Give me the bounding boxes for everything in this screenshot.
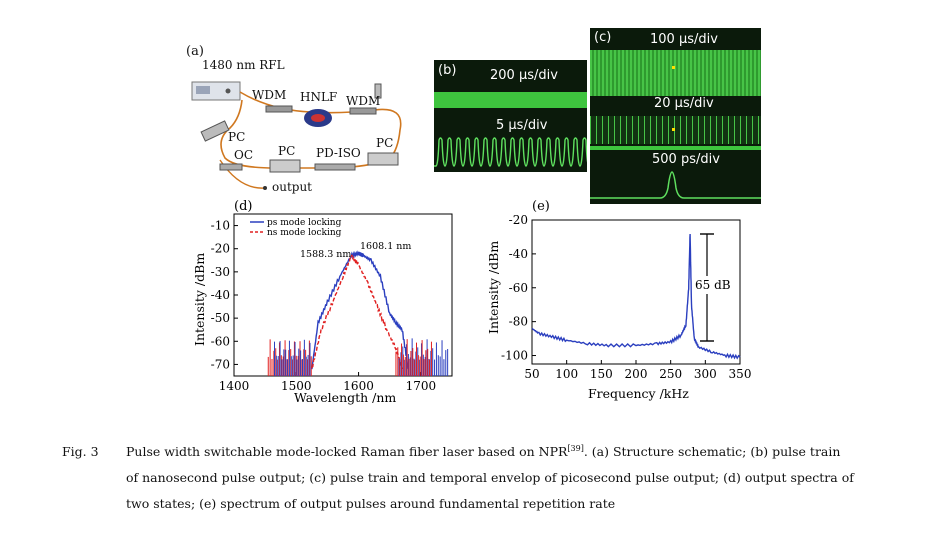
- panel-c-scale-bottom: 500 ps/div: [652, 152, 720, 167]
- annotation-1608: 1608.1 nm: [360, 241, 411, 252]
- chart-d: (d) Intensity /dBm Wavelength /nm ps mod…: [192, 199, 453, 405]
- wdm-right-icon: [349, 107, 377, 115]
- marker-dot-top: [672, 66, 675, 69]
- panel-a: (a) 1480 nm RFL WDM HNLF WDM PC OC PC PD…: [180, 40, 430, 200]
- y-tick-label: -10: [211, 219, 230, 233]
- caption-text-1b: . (a) Structure schematic; (b) pulse tra…: [583, 444, 841, 460]
- y-tick-label: -20: [509, 213, 528, 227]
- single-pulse-line: [590, 171, 761, 199]
- y-tick-label: -30: [211, 265, 230, 279]
- series-line-1: [311, 254, 403, 370]
- envelope-band-mid: [590, 116, 761, 144]
- chart-e-ylabel: Intensity /dBm: [486, 241, 501, 334]
- panel-c-letter: (c): [594, 30, 612, 45]
- pd-iso-label: PD-ISO: [316, 146, 361, 160]
- chart-d-ylabel: Intensity /dBm: [192, 253, 207, 346]
- x-tick-label: 150: [590, 367, 613, 381]
- caption-line-2: of nanosecond pulse output; (c) pulse tr…: [126, 470, 854, 486]
- figure-caption: Fig. 3 Pulse width switchable mode-locked…: [62, 436, 902, 517]
- panel-b-letter: (b): [438, 63, 457, 78]
- x-tick-label: 1500: [281, 379, 312, 393]
- chart-d-xlabel: Wavelength /nm: [294, 390, 396, 405]
- wdm-left-label: WDM: [252, 88, 287, 102]
- output-label: output: [272, 180, 313, 194]
- x-tick-label: 300: [694, 367, 717, 381]
- y-tick-label: -20: [211, 242, 230, 256]
- wdm-right-label: WDM: [346, 94, 381, 108]
- x-tick-label: 1700: [406, 379, 437, 393]
- pulse-waveform: [434, 137, 587, 167]
- series-line-0: [531, 233, 741, 360]
- caption-line-1: Fig. 3 Pulse width switchable mode-locked…: [62, 436, 902, 465]
- y-tick-label: -100: [501, 349, 528, 363]
- panel-b-scale-top: 200 µs/div: [490, 68, 558, 83]
- pc-left-label: PC: [228, 130, 246, 144]
- y-tick-label: -70: [211, 357, 230, 371]
- panel-c-scale-mid: 20 µs/div: [654, 96, 714, 111]
- pc-right-icon: [367, 152, 399, 166]
- x-tick-label: 1600: [343, 379, 374, 393]
- chart-e-letter: (e): [532, 199, 550, 214]
- y-tick-label: -40: [211, 288, 230, 302]
- legend-ps: ps mode locking: [267, 218, 342, 228]
- chart-e-xlabel: Frequency /kHz: [588, 386, 689, 401]
- pc-left-icon: [200, 120, 230, 142]
- y-tick-label: -40: [509, 247, 528, 261]
- marker-dot-mid: [672, 128, 675, 131]
- panel-a-letter: (a): [186, 44, 204, 59]
- envelope-band-top: [590, 50, 761, 96]
- hnlf-label: HNLF: [300, 90, 338, 104]
- wdm-left-icon: [265, 105, 293, 113]
- caption-line-3: two states; (e) spectrum of output pulse…: [126, 496, 616, 512]
- chart-d-letter: (d): [234, 199, 252, 214]
- pulse-waveform-line: [434, 137, 587, 167]
- panel-b-scale-bottom: 5 µs/div: [496, 118, 548, 133]
- y-tick-label: -80: [509, 315, 528, 329]
- fig-label: Fig. 3: [62, 444, 99, 460]
- panel-c: (c) 100 µs/div 20 µs/div 500 ps/div: [590, 28, 761, 204]
- oc-icon: [219, 163, 243, 171]
- x-tick-label: 1400: [219, 379, 250, 393]
- panel-b: (b) 200 µs/div 5 µs/div: [434, 60, 587, 172]
- y-tick-label: -60: [509, 281, 528, 295]
- x-tick-label: 100: [555, 367, 578, 381]
- legend-ns: ns mode locking: [267, 228, 342, 238]
- hnlf-coil-icon: [304, 109, 332, 127]
- chart-e: (e) Intensity /dBm Frequency /kHz 50 100 1…: [486, 199, 752, 401]
- x-tick-label: 50: [524, 367, 539, 381]
- annotation-65db: 65 dB: [695, 278, 731, 292]
- rfl-device-icon: [191, 81, 241, 101]
- panel-c-scale-top: 100 µs/div: [650, 32, 718, 47]
- y-tick-label: -50: [211, 311, 230, 325]
- caption-text-1: Pulse width switchable mode-locked Raman…: [126, 444, 568, 460]
- laser-probe-icon: [374, 83, 382, 99]
- caption-ref: [39]: [567, 444, 584, 453]
- pc-right-label: PC: [376, 136, 394, 150]
- schematic-drawing: [191, 81, 402, 190]
- series-line-0: [311, 250, 410, 370]
- single-pulse: [590, 171, 761, 199]
- x-tick-label: 250: [659, 367, 682, 381]
- pulse-train-band: [434, 92, 587, 108]
- y-tick-label: -60: [211, 334, 230, 348]
- annotation-1588: 1588.3 nm: [300, 249, 351, 260]
- x-tick-label: 200: [625, 367, 648, 381]
- pd-iso-icon: [314, 163, 356, 171]
- pc-mid-label: PC: [278, 144, 296, 158]
- chart-d-legend: ps mode locking ns mode locking: [250, 218, 342, 238]
- pc-mid-icon: [269, 159, 301, 173]
- oc-label: OC: [234, 148, 254, 162]
- rfl-label: 1480 nm RFL: [202, 58, 285, 72]
- divider-band: [590, 146, 761, 150]
- x-tick-label: 350: [729, 367, 752, 381]
- plot-frame: [233, 213, 453, 377]
